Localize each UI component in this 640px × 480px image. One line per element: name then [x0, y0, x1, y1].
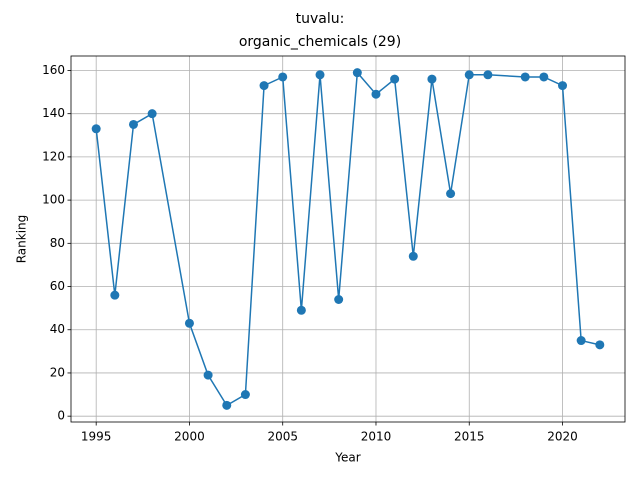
point	[390, 74, 400, 84]
y-tick-label: 120	[42, 149, 65, 163]
point	[110, 290, 120, 300]
x-tick-label: 2015	[454, 430, 485, 444]
point	[147, 109, 157, 119]
y-tick-label: 60	[50, 279, 65, 293]
y-tick-label: 100	[42, 193, 65, 207]
line	[95, 70, 600, 407]
point	[91, 124, 101, 134]
point	[520, 72, 530, 82]
x-tick-label: 1995	[81, 430, 112, 444]
point	[576, 336, 586, 346]
point	[427, 74, 437, 84]
point	[334, 294, 344, 304]
x-tick-label: 2005	[267, 430, 298, 444]
x-tick-label: 2020	[547, 430, 578, 444]
point	[184, 318, 194, 328]
point	[296, 305, 306, 315]
point	[595, 340, 605, 350]
point	[315, 70, 325, 80]
point	[128, 119, 138, 129]
point	[203, 370, 213, 380]
point	[464, 70, 474, 80]
plot-area	[71, 56, 625, 422]
point	[558, 81, 568, 91]
x-tick-label: 2000	[174, 430, 205, 444]
point	[278, 72, 288, 82]
y-tick-label: 160	[42, 63, 65, 77]
axes-frame	[70, 55, 626, 423]
point	[259, 81, 269, 91]
y-tick-label: 80	[50, 236, 65, 250]
point	[371, 89, 381, 99]
point	[408, 251, 418, 261]
chart-title: tuvalu: organic_chemicals (29)	[238, 11, 402, 50]
y-tick-label: 140	[42, 106, 65, 120]
point	[483, 70, 493, 80]
y-axis-label: Ranking	[15, 215, 29, 264]
point	[539, 72, 549, 82]
point	[352, 68, 362, 78]
x-tick-label: 2010	[361, 430, 392, 444]
point	[222, 400, 232, 410]
y-tick-label: 40	[50, 322, 65, 336]
y-tick-label: 0	[57, 409, 65, 423]
x-axis-label: Year	[334, 451, 360, 465]
y-tick-label: 20	[50, 365, 65, 379]
point	[446, 189, 456, 199]
point	[240, 390, 250, 400]
